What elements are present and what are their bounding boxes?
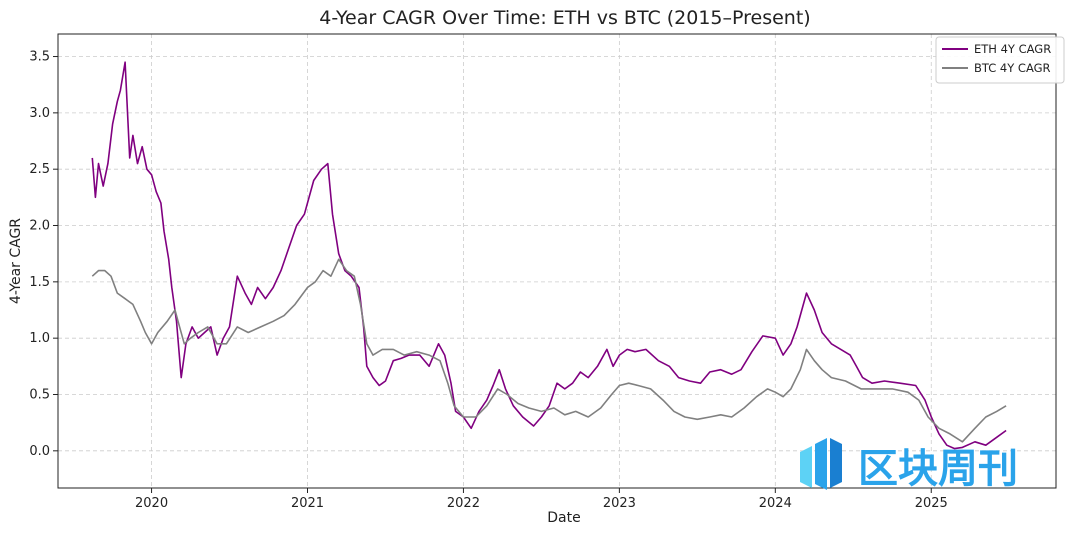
series-group xyxy=(91,61,1007,450)
x-axis-label: Date xyxy=(547,510,580,526)
legend-label-btc: BTC 4Y CAGR xyxy=(974,61,1051,75)
y-tick-label: 1.5 xyxy=(29,275,50,290)
y-tick-label: 0.5 xyxy=(29,387,50,402)
x-tick-label: 2021 xyxy=(291,496,324,511)
x-tick-label: 2022 xyxy=(447,496,480,511)
y-tick-label: 3.5 xyxy=(29,50,50,65)
x-tick-label: 2025 xyxy=(915,496,948,511)
x-tick-label: 2020 xyxy=(135,496,168,511)
watermark: 区块周刊 xyxy=(800,438,1018,492)
series-line-eth xyxy=(91,61,1007,450)
y-tick-label: 1.0 xyxy=(29,331,50,346)
x-tick-label: 2023 xyxy=(603,496,636,511)
y-axis: 0.0 0.5 1.0 1.5 2.0 2.5 3.0 3.5 xyxy=(29,50,58,459)
x-tick-label: 2024 xyxy=(759,496,792,511)
grid-lines xyxy=(58,34,1056,488)
series-line-btc xyxy=(91,258,1007,443)
y-tick-label: 0.0 xyxy=(29,444,50,459)
plot-frame xyxy=(57,33,1057,489)
y-tick-label: 3.0 xyxy=(29,106,50,121)
legend: ETH 4Y CAGR BTC 4Y CAGR xyxy=(935,36,1065,84)
watermark-logo-icon xyxy=(800,438,842,490)
y-axis-label: 4-Year CAGR xyxy=(8,218,24,304)
x-axis: 2020 2021 2022 2023 2024 2025 xyxy=(135,488,948,511)
legend-label-eth: ETH 4Y CAGR xyxy=(974,42,1051,56)
chart-title: 4-Year CAGR Over Time: ETH vs BTC (2015–… xyxy=(319,7,810,29)
watermark-text: 区块周刊 xyxy=(858,446,1018,492)
y-tick-label: 2.5 xyxy=(29,162,50,177)
y-tick-label: 2.0 xyxy=(29,219,50,234)
